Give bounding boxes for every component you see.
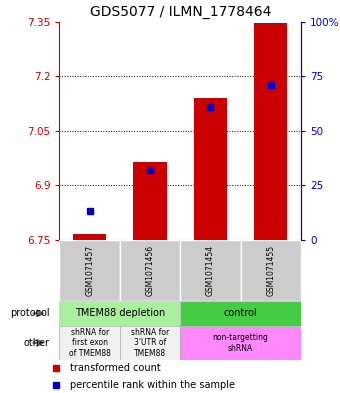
Text: shRNA for
3'UTR of
TMEM88: shRNA for 3'UTR of TMEM88 <box>131 328 169 358</box>
Text: GSM1071454: GSM1071454 <box>206 244 215 296</box>
Bar <box>194 98 227 240</box>
Bar <box>59 326 120 360</box>
Bar <box>240 240 301 301</box>
Text: transformed count: transformed count <box>70 363 161 373</box>
Bar <box>133 162 167 240</box>
Text: non-targetting
shRNA: non-targetting shRNA <box>212 333 269 353</box>
Bar <box>180 326 301 360</box>
Text: TMEM88 depletion: TMEM88 depletion <box>75 309 165 318</box>
Bar <box>254 24 287 240</box>
Bar <box>73 234 106 240</box>
Text: shRNA for
first exon
of TMEM88: shRNA for first exon of TMEM88 <box>69 328 110 358</box>
Text: GSM1071456: GSM1071456 <box>146 244 154 296</box>
Text: GSM1071457: GSM1071457 <box>85 244 94 296</box>
Bar <box>120 326 180 360</box>
Bar <box>59 240 120 301</box>
Text: control: control <box>224 309 257 318</box>
Bar <box>120 240 180 301</box>
Text: other: other <box>23 338 49 348</box>
Text: GSM1071455: GSM1071455 <box>266 244 275 296</box>
Bar <box>180 240 240 301</box>
Text: percentile rank within the sample: percentile rank within the sample <box>70 380 235 389</box>
Bar <box>59 301 180 326</box>
Text: protocol: protocol <box>10 309 49 318</box>
Title: GDS5077 / ILMN_1778464: GDS5077 / ILMN_1778464 <box>89 5 271 19</box>
Bar <box>180 301 301 326</box>
